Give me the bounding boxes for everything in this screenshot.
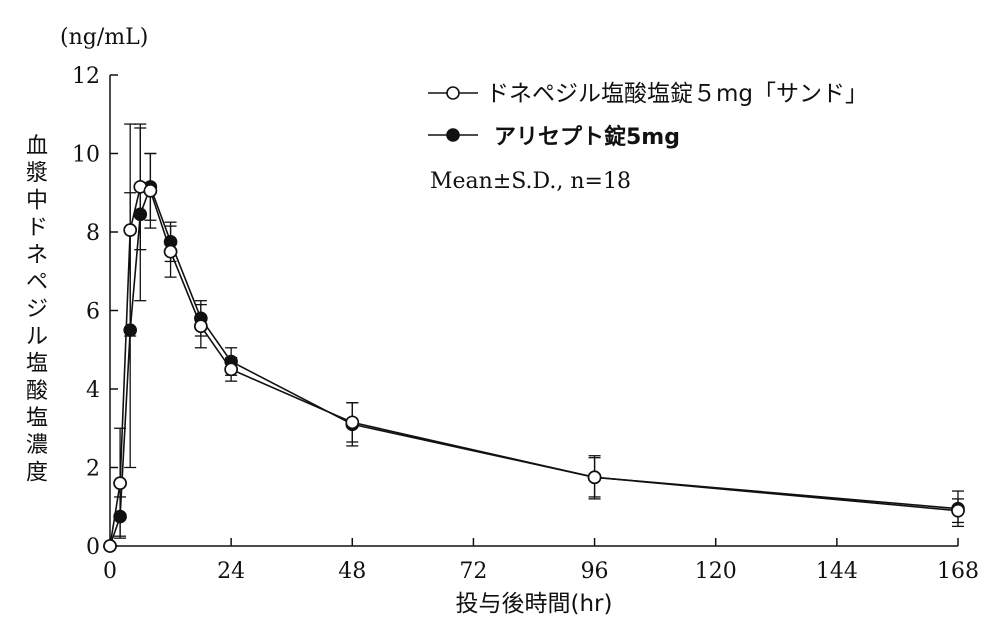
data-point-open — [951, 503, 965, 518]
stats-annotation: Mean±S.D., n=18 — [430, 169, 631, 194]
legend-label-series-2: アリセプト錠5mg — [494, 124, 680, 150]
series-layer — [103, 123, 965, 553]
series-1-markers-top — [103, 180, 965, 553]
data-point-open — [143, 183, 158, 198]
x-tick-label: 0 — [103, 559, 117, 584]
data-point-filled — [133, 207, 148, 222]
y-axis-title-char: ド — [26, 216, 48, 241]
x-tick-label: 144 — [816, 559, 858, 584]
data-point-open — [587, 470, 602, 485]
y-tick-label: 8 — [86, 221, 100, 246]
y-tick-label: 0 — [86, 535, 100, 560]
y-tick-label: 10 — [72, 143, 100, 168]
y-tick-label: 4 — [86, 378, 100, 403]
legend-label-series-1: ドネペジル塩酸塩錠５mg「サンド」 — [486, 81, 868, 107]
y-axis-title-char: ペ — [26, 270, 48, 295]
data-point-open — [103, 539, 117, 553]
y-tick-label: 6 — [86, 300, 100, 325]
data-point-open — [194, 319, 208, 334]
y-tick-label: 2 — [86, 457, 100, 482]
data-point-open — [224, 362, 238, 377]
y-axis-title-char: 度 — [26, 460, 48, 485]
legend-marker-filled-circle — [446, 128, 460, 142]
y-axis-title-char: 中 — [26, 188, 48, 213]
y-unit-label: (ng/mL) — [60, 25, 148, 50]
y-axis-title-char: ジ — [26, 297, 48, 322]
y-tick-label: 12 — [72, 64, 100, 89]
legend: ドネペジル塩酸塩錠５mg「サンド」 アリセプト錠5mg Mean±S.D., n… — [428, 81, 868, 194]
y-axis-title-char: 塩 — [26, 406, 48, 431]
legend-marker-open-circle — [446, 86, 460, 100]
y-axis-title-char: 塩 — [26, 352, 48, 377]
data-point-open — [123, 223, 137, 237]
x-tick-label: 24 — [217, 559, 245, 584]
data-point-filled — [113, 509, 127, 524]
data-point-open — [163, 244, 178, 259]
data-point-filled — [123, 323, 137, 337]
y-ticks: 0 2 4 6 8 10 12 — [72, 64, 118, 560]
y-axis-title-char: ネ — [26, 243, 48, 268]
y-axis-title-char: 濃 — [26, 433, 48, 458]
x-tick-label: 96 — [581, 559, 609, 584]
x-tick-label: 48 — [338, 559, 366, 584]
y-axis-title-char: 血 — [26, 134, 48, 159]
x-ticks: 0 24 48 72 96 120 144 168 — [103, 538, 979, 584]
x-tick-label: 72 — [459, 559, 487, 584]
data-point-open — [113, 476, 127, 491]
y-axis-title-char: 漿 — [26, 161, 48, 186]
x-tick-label: 168 — [937, 559, 979, 584]
x-tick-label: 120 — [695, 559, 737, 584]
x-axis-title: 投与後時間(hr) — [456, 591, 613, 617]
y-axis-title-char: 酸 — [26, 379, 48, 404]
data-point-open — [345, 415, 360, 430]
y-axis-title-char: ル — [26, 324, 48, 349]
